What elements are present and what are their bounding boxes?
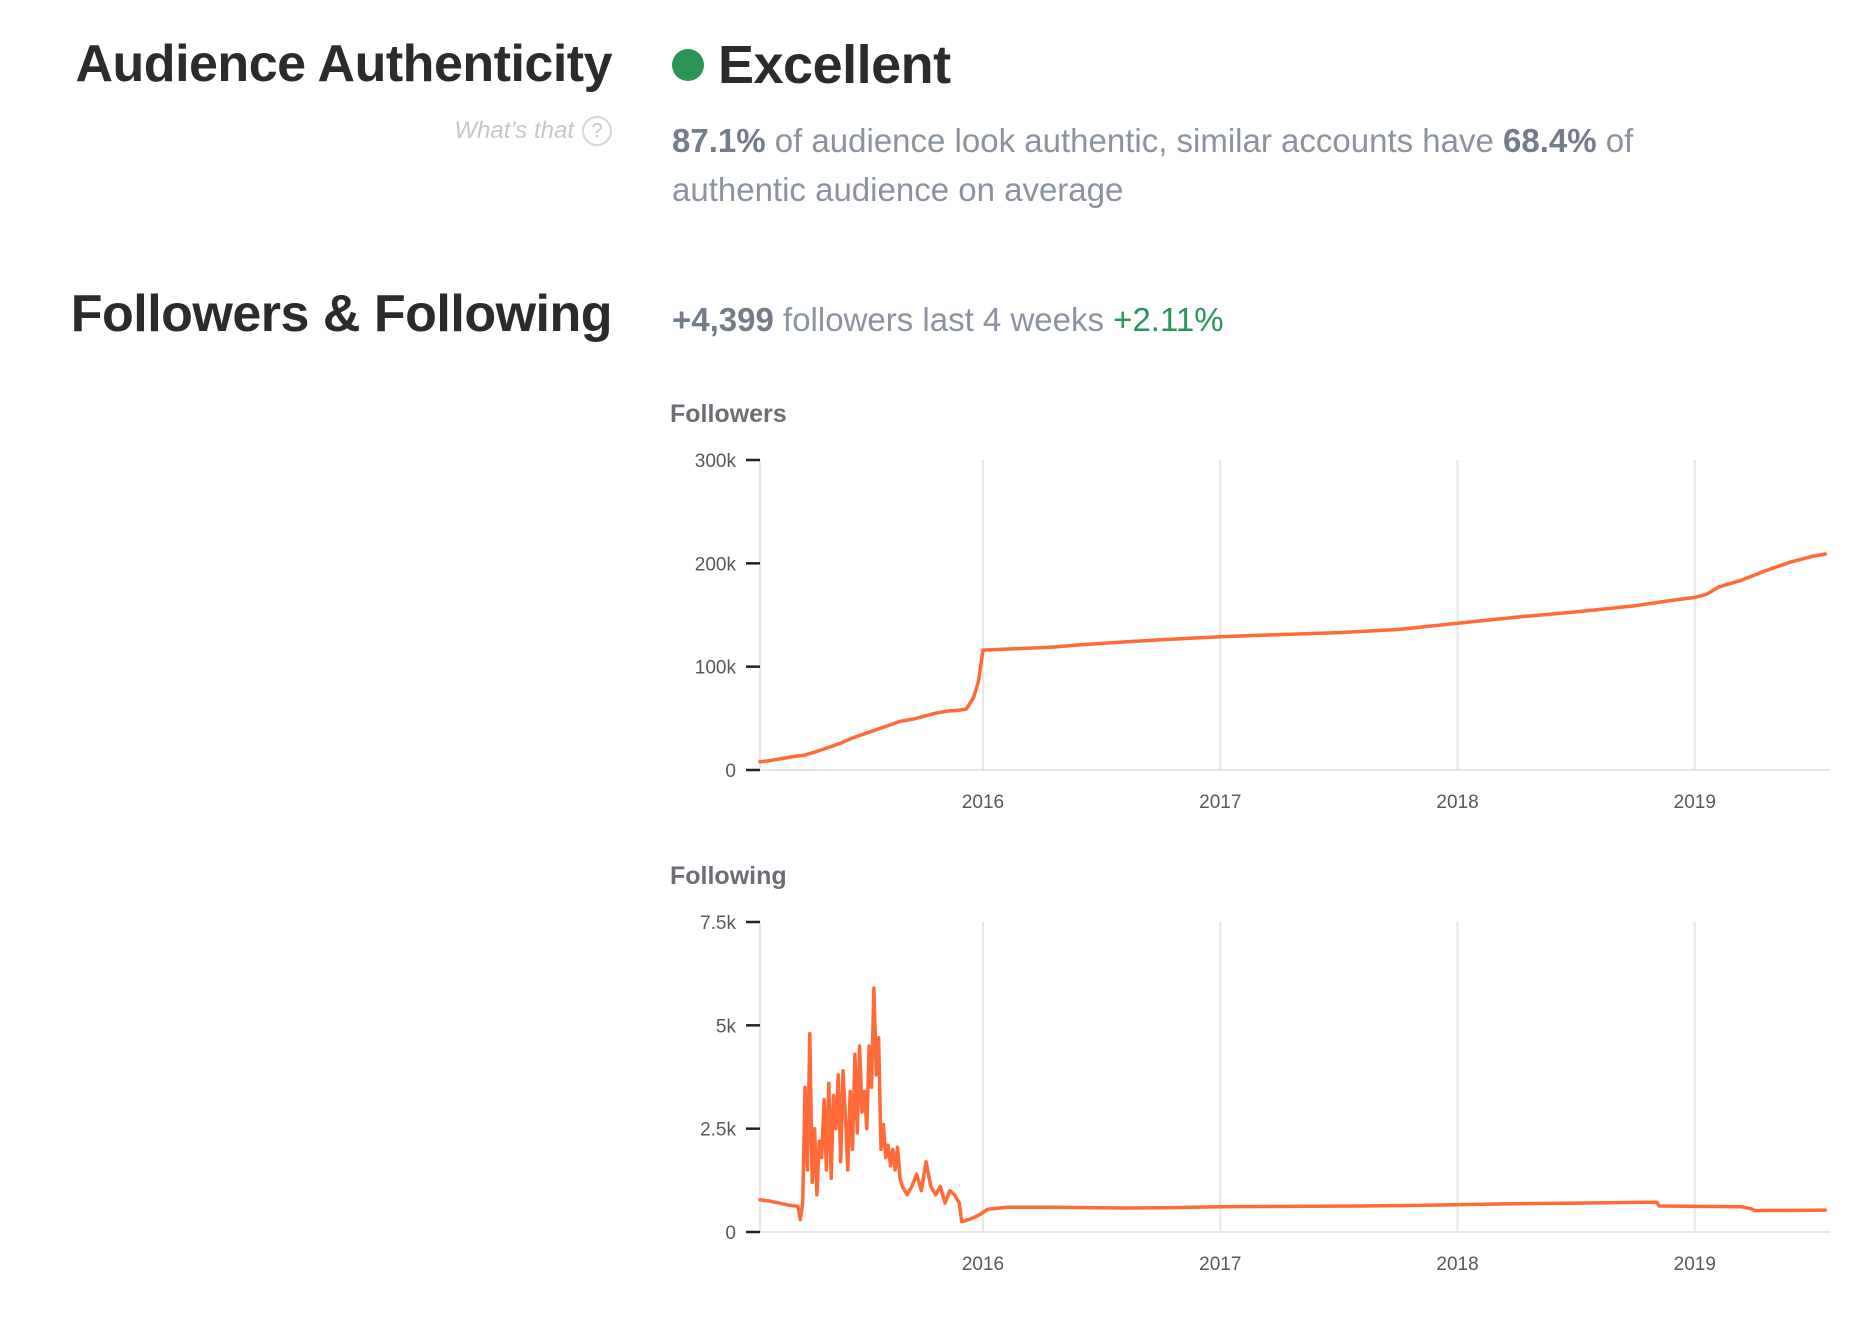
y-tick-label: 5k: [716, 1016, 737, 1037]
rating-label: Excellent: [718, 35, 951, 95]
y-tick-label: 0: [725, 1223, 736, 1244]
x-tick-label: 2019: [1674, 1254, 1716, 1275]
growth-count: +4,399: [672, 301, 774, 338]
x-tick-label: 2016: [962, 1254, 1004, 1275]
followers-chart: 2016 2017 2018 2019 0 100k 200k 300k: [695, 451, 1830, 813]
question-circle-icon: ?: [582, 116, 612, 146]
authenticity-description: 87.1% of audience look authentic, simila…: [672, 116, 1732, 214]
authentic-percentage: 87.1%: [672, 122, 766, 159]
y-tick-label: 100k: [695, 658, 737, 679]
x-tick-label: 2018: [1436, 792, 1478, 813]
series-line: [758, 552, 1828, 764]
x-tick-label: 2019: [1674, 792, 1716, 813]
similar-accounts-percentage: 68.4%: [1503, 122, 1597, 159]
y-tick-label: 7.5k: [700, 913, 736, 934]
y-tick-label: 200k: [695, 554, 737, 575]
following-chart-title: Following: [670, 862, 787, 890]
growth-text: followers last 4 weeks: [773, 301, 1114, 338]
whats-that-label: What’s that: [454, 117, 574, 144]
growth-percentage: +2.11%: [1113, 301, 1224, 338]
authenticity-rating: Excellent: [672, 34, 951, 96]
description-middle: of audience look authentic, similar acco…: [765, 122, 1504, 159]
follower-growth-summary: +4,399 followers last 4 weeks +2.11%: [672, 301, 1224, 339]
whats-that-help-link[interactable]: What’s that ?: [454, 116, 612, 146]
series-line: [758, 986, 1828, 1224]
audience-authenticity-title: Audience Authenticity: [75, 35, 612, 93]
status-dot-icon: [672, 49, 704, 81]
x-tick-label: 2017: [1199, 792, 1241, 813]
x-tick-label: 2017: [1199, 1254, 1241, 1275]
followers-following-title: Followers & Following: [70, 285, 613, 343]
y-tick-label: 300k: [695, 451, 737, 472]
x-tick-label: 2018: [1436, 1254, 1478, 1275]
following-chart: 2016 2017 2018 2019 0 2.5k 5k 7.5k: [700, 913, 1830, 1275]
description-end: of authentic audience on average: [672, 122, 1634, 208]
x-tick-label: 2016: [962, 792, 1004, 813]
y-tick-label: 0: [725, 761, 736, 782]
followers-chart-title: Followers: [670, 400, 787, 428]
y-tick-label: 2.5k: [700, 1120, 736, 1141]
